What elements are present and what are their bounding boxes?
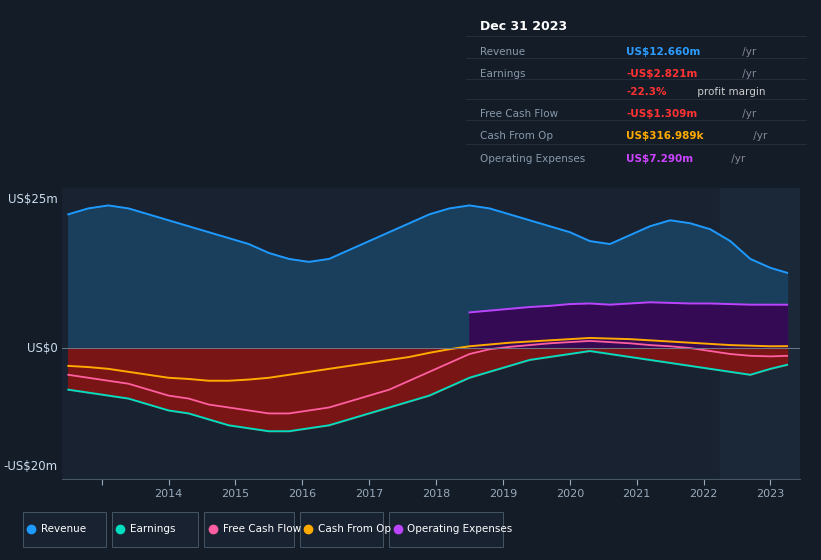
Text: Revenue: Revenue: [41, 524, 86, 534]
Text: /yr: /yr: [739, 69, 756, 79]
FancyBboxPatch shape: [389, 512, 503, 547]
Text: /yr: /yr: [750, 131, 768, 141]
Text: US$25m: US$25m: [8, 193, 57, 206]
Text: /yr: /yr: [739, 109, 756, 119]
Text: /yr: /yr: [739, 46, 756, 57]
Text: US$12.660m: US$12.660m: [626, 46, 701, 57]
Text: Cash From Op: Cash From Op: [480, 131, 553, 141]
FancyBboxPatch shape: [23, 512, 106, 547]
Text: Earnings: Earnings: [131, 524, 176, 534]
Text: -US$1.309m: -US$1.309m: [626, 109, 698, 119]
Text: Free Cash Flow: Free Cash Flow: [222, 524, 300, 534]
Bar: [720, 188, 800, 479]
FancyBboxPatch shape: [204, 512, 294, 547]
Text: Cash From Op: Cash From Op: [319, 524, 391, 534]
Text: US$316.989k: US$316.989k: [626, 131, 704, 141]
Text: Operating Expenses: Operating Expenses: [407, 524, 512, 534]
Text: US$7.290m: US$7.290m: [626, 153, 694, 164]
Text: -US$2.821m: -US$2.821m: [626, 69, 698, 79]
Text: profit margin: profit margin: [694, 87, 765, 97]
Text: Dec 31 2023: Dec 31 2023: [480, 20, 567, 32]
Text: Revenue: Revenue: [480, 46, 525, 57]
Text: -US$20m: -US$20m: [4, 460, 57, 473]
Text: US$0: US$0: [27, 342, 57, 354]
FancyBboxPatch shape: [112, 512, 198, 547]
Text: -22.3%: -22.3%: [626, 87, 667, 97]
Text: Operating Expenses: Operating Expenses: [480, 153, 585, 164]
Text: Earnings: Earnings: [480, 69, 525, 79]
Text: /yr: /yr: [727, 153, 745, 164]
Text: Free Cash Flow: Free Cash Flow: [480, 109, 558, 119]
FancyBboxPatch shape: [300, 512, 383, 547]
